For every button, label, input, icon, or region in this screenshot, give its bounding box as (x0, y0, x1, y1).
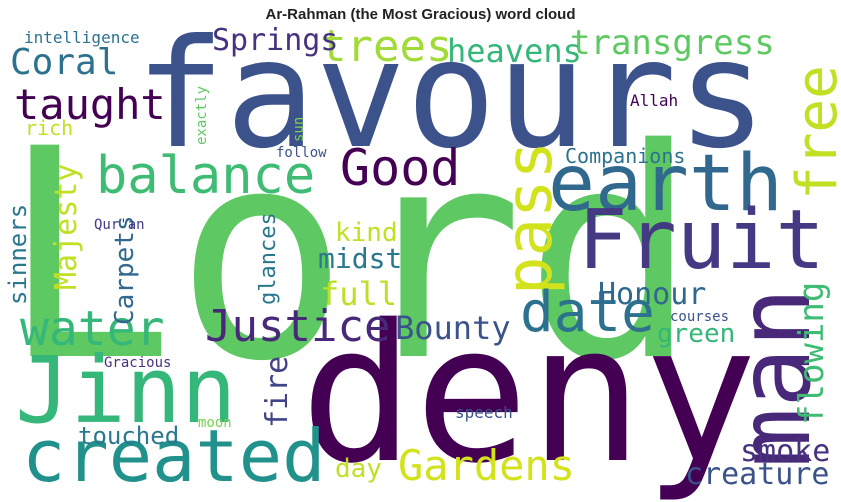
word-creature: creature (685, 457, 830, 492)
word-courses: courses (670, 309, 730, 325)
word-kind: kind (335, 218, 398, 248)
word-gracious: Gracious (104, 355, 172, 371)
word-majesty: Majesty (49, 163, 84, 290)
word-free: free (785, 65, 841, 200)
word-moon: moon (198, 415, 232, 431)
word-exactly: exactly (194, 85, 210, 145)
word-fruit: Fruit (578, 193, 825, 288)
word-created: created (22, 414, 326, 498)
word-heavens: heavens (447, 32, 582, 70)
word-date: date (520, 280, 655, 345)
word-deny: deny (300, 284, 758, 502)
word-smoke: smoke (740, 434, 831, 469)
word-touched: touched (78, 422, 180, 450)
word-day: day (335, 454, 382, 484)
word-water: water (20, 301, 165, 357)
word-jinn: Jinn (15, 337, 237, 444)
word-transgress: transgress (570, 23, 775, 63)
word-rich: rich (25, 116, 74, 140)
word-companions: Companions (565, 144, 686, 168)
word-speech: speech (455, 403, 513, 422)
word-allah: Allah (630, 91, 679, 110)
word-favours: favours (135, 8, 768, 182)
word-springs: Springs (212, 23, 339, 58)
word-taught: taught (14, 80, 166, 129)
word-green: green (657, 319, 736, 349)
word-lord: Lord (0, 88, 699, 425)
word-full: full (320, 275, 398, 313)
word-good: Good (340, 139, 461, 197)
word-bounty: Bounty (395, 309, 511, 347)
word-coral: Coral (10, 42, 119, 83)
word-justice: Justice (205, 301, 391, 352)
word-earth: earth (548, 139, 783, 229)
word-pass: pass (493, 140, 567, 295)
word-intelligence: intelligence (24, 28, 140, 47)
word-honour: Honour (598, 277, 707, 312)
word-balance: balance (96, 146, 316, 206)
word-midst: midst (318, 242, 403, 275)
word-sinners: sinners (4, 203, 32, 305)
word-follow: follow (276, 145, 327, 161)
word-gardens: Gardens (398, 441, 576, 490)
word-flowing: flowing (792, 281, 832, 425)
word-sun: sun (291, 116, 307, 142)
word-qur-an: Qur'an (94, 217, 145, 233)
word-glances: glances (256, 212, 281, 305)
chart-title: Ar-Rahman (the Most Gracious) word cloud (265, 6, 576, 23)
word-trees: trees (320, 21, 453, 72)
word-fire: fire (260, 355, 295, 428)
